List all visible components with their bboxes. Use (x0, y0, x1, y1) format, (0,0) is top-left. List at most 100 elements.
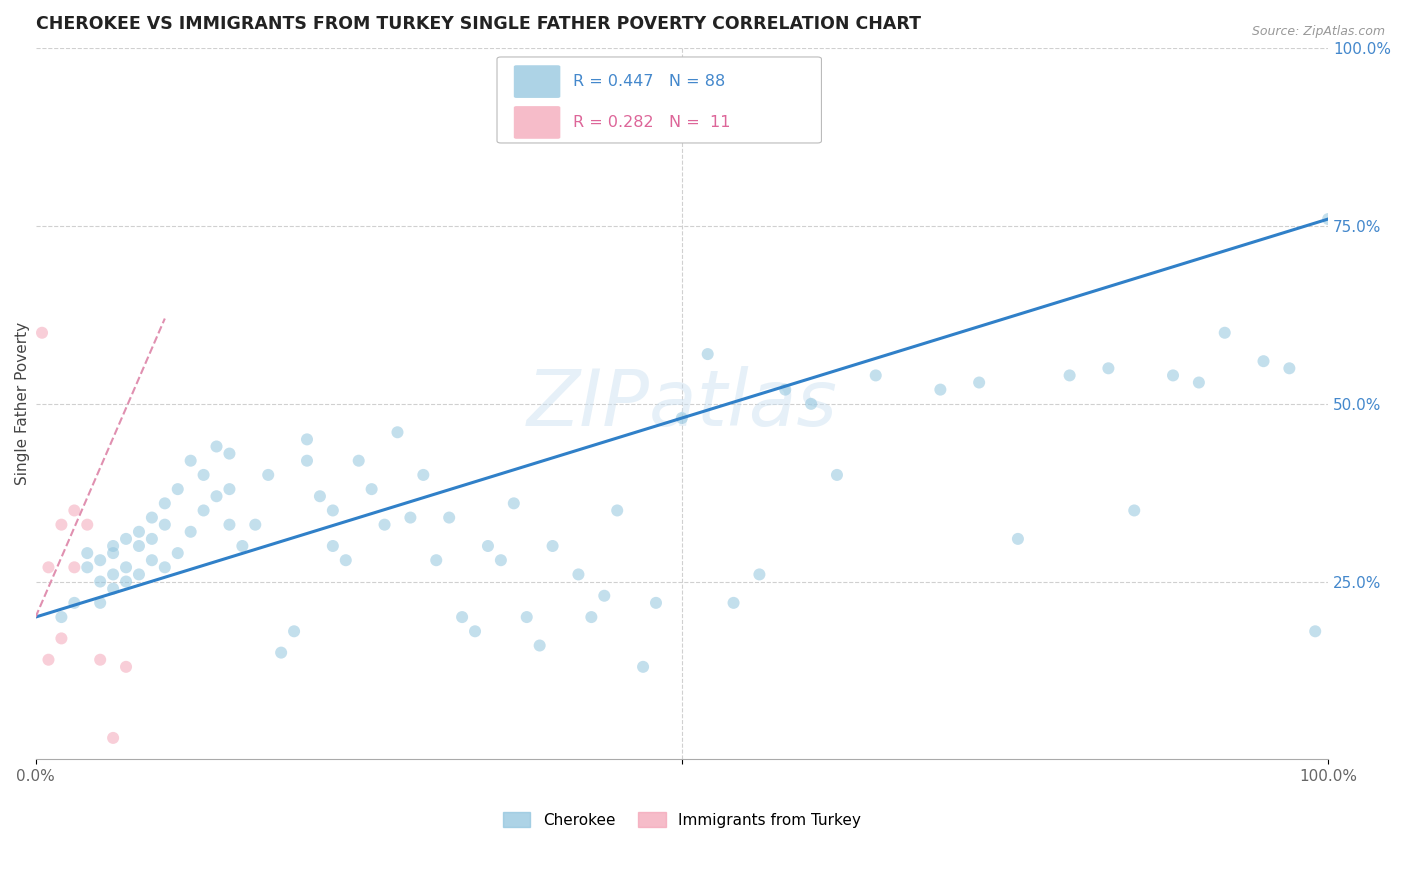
Point (89, 653, 111, 667)
Point (180, 453, 202, 467)
Point (37, 560, 59, 574)
Point (76, 517, 98, 532)
Text: R = 0.447   N = 88: R = 0.447 N = 88 (574, 74, 725, 89)
Point (489, 553, 512, 567)
Point (1007, 532, 1029, 546)
Y-axis label: Single Father Poverty: Single Father Poverty (15, 322, 30, 485)
Point (295, 433, 318, 447)
Point (63, 503, 86, 517)
FancyBboxPatch shape (496, 57, 821, 143)
FancyBboxPatch shape (513, 106, 561, 139)
Point (141, 510, 163, 524)
Point (671, 411, 693, 425)
Text: Source: ZipAtlas.com: Source: ZipAtlas.com (1251, 25, 1385, 38)
Point (141, 532, 163, 546)
Point (541, 539, 564, 553)
Point (529, 639, 551, 653)
Point (606, 503, 628, 517)
Point (322, 539, 344, 553)
Point (51, 610, 73, 624)
Point (775, 383, 797, 397)
Text: ZIPatlas: ZIPatlas (526, 366, 838, 442)
Point (696, 347, 718, 361)
Point (115, 532, 138, 546)
Point (1303, 624, 1326, 639)
Point (193, 467, 215, 482)
Point (451, 610, 474, 624)
Point (374, 517, 396, 532)
Point (967, 376, 990, 390)
Point (218, 517, 240, 532)
Point (101, 539, 124, 553)
Point (166, 546, 188, 560)
Point (205, 440, 228, 454)
Point (245, 517, 267, 532)
Point (76, 546, 98, 560)
Point (723, 596, 745, 610)
Point (63, 596, 86, 610)
Point (748, 567, 770, 582)
Point (347, 453, 370, 467)
Point (593, 589, 616, 603)
Point (153, 560, 176, 574)
Point (76, 560, 98, 574)
Point (929, 383, 952, 397)
Point (1188, 376, 1211, 390)
Point (218, 447, 240, 461)
Point (115, 660, 138, 674)
Point (231, 539, 253, 553)
Point (1059, 368, 1081, 383)
Point (128, 567, 150, 582)
Point (180, 524, 202, 539)
Point (283, 624, 305, 639)
Point (1278, 361, 1301, 376)
Point (645, 596, 668, 610)
Point (101, 567, 124, 582)
Text: R = 0.282   N =  11: R = 0.282 N = 11 (574, 115, 731, 130)
Point (166, 482, 188, 496)
Point (257, 467, 280, 482)
Point (412, 467, 434, 482)
Legend: Cherokee, Immigrants from Turkey: Cherokee, Immigrants from Turkey (496, 806, 868, 834)
FancyBboxPatch shape (513, 65, 561, 98)
Point (865, 368, 887, 383)
Point (128, 539, 150, 553)
Point (464, 624, 486, 639)
Point (502, 496, 524, 510)
Point (295, 453, 318, 467)
Point (581, 610, 603, 624)
Point (153, 517, 176, 532)
Point (1253, 354, 1275, 368)
Point (128, 524, 150, 539)
Point (37, 653, 59, 667)
Point (567, 567, 589, 582)
Point (399, 510, 422, 524)
Point (631, 660, 654, 674)
Point (31, 326, 53, 340)
Point (360, 482, 382, 496)
Point (335, 553, 357, 567)
Point (387, 425, 409, 440)
Point (218, 482, 240, 496)
Point (1097, 361, 1119, 376)
Point (89, 574, 111, 589)
Point (425, 553, 447, 567)
Point (101, 546, 124, 560)
Point (477, 539, 499, 553)
Point (115, 574, 138, 589)
Point (89, 596, 111, 610)
Point (516, 610, 538, 624)
Point (51, 632, 73, 646)
Text: CHEROKEE VS IMMIGRANTS FROM TURKEY SINGLE FATHER POVERTY CORRELATION CHART: CHEROKEE VS IMMIGRANTS FROM TURKEY SINGL… (35, 15, 921, 33)
Point (205, 489, 228, 503)
Point (1123, 503, 1146, 517)
Point (51, 517, 73, 532)
Point (322, 503, 344, 517)
Point (141, 553, 163, 567)
Point (115, 560, 138, 574)
Point (153, 496, 176, 510)
Point (1161, 368, 1184, 383)
Point (101, 582, 124, 596)
Point (101, 731, 124, 745)
Point (437, 510, 460, 524)
